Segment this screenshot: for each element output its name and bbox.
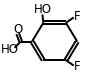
Text: F: F [74, 10, 80, 23]
Text: HO: HO [1, 43, 19, 56]
Text: O: O [13, 23, 22, 36]
Text: HO: HO [33, 3, 51, 16]
Text: F: F [74, 60, 80, 73]
